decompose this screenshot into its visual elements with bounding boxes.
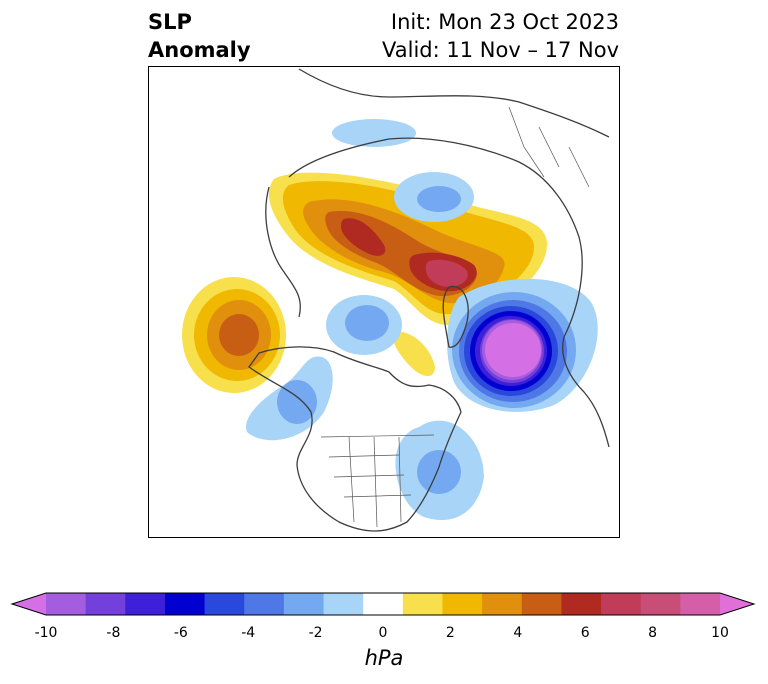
- north-america-coast: [248, 346, 462, 532]
- colorbar-tick-label: -6: [173, 625, 188, 641]
- positive-anomaly-north-pacific: [182, 277, 286, 393]
- valid-dates: Valid: 11 Nov – 17 Nov: [382, 38, 619, 62]
- colorbar-graphic: [10, 592, 756, 616]
- borders: [320, 106, 590, 528]
- us-canada-border: [320, 434, 435, 438]
- init-date: Init: Mon 23 Oct 2023: [390, 10, 619, 34]
- beringia-coast: [265, 186, 301, 318]
- colorbar-bin: [680, 593, 721, 615]
- colorbar-bin: [363, 593, 404, 615]
- colorbar-bin: [561, 593, 602, 615]
- us-state-lines: [328, 454, 412, 498]
- greenland-coast: [442, 285, 469, 348]
- colorbar-tick-label: -2: [308, 625, 323, 641]
- chart-title-left: SLP Anomaly: [148, 8, 251, 64]
- negative-anomaly-western-canada: [246, 356, 333, 441]
- coastlines: [248, 68, 610, 532]
- colorbar-tick-label: 4: [513, 625, 523, 641]
- colorbar-outline: [10, 592, 756, 616]
- colorbar-bin: [46, 593, 87, 615]
- eurasia-coast: [288, 137, 610, 448]
- chart-title-right: Init: Mon 23 Oct 2023 Valid: 11 Nov – 17…: [382, 8, 619, 64]
- negative-anomaly-north-atlantic: [447, 278, 598, 412]
- colorbar-bin: [85, 593, 126, 615]
- colorbar-bin: [601, 593, 642, 615]
- colorbar-extend-min: [12, 593, 46, 615]
- map-panel: [148, 66, 620, 538]
- asia-north-coast: [298, 68, 610, 138]
- colorbar-tick-label: 10: [711, 625, 729, 641]
- title-type: Anomaly: [148, 38, 251, 62]
- colorbar-bin: [283, 593, 325, 615]
- colorbar-bin: [640, 593, 681, 615]
- negative-anomaly-arctic-north: [332, 119, 416, 147]
- map-canvas: [182, 68, 610, 532]
- colorbar-tick-label: -10: [34, 625, 58, 641]
- colorbar-tick-label: 6: [580, 625, 590, 641]
- negative-anomaly-arctic-central: [394, 172, 474, 222]
- positive-anomaly-siberia-arctic: [269, 172, 548, 325]
- colorbar-tick-label: -4: [241, 625, 256, 641]
- us-state-lines-vertical: [348, 436, 402, 528]
- colorbar-bin: [402, 593, 443, 615]
- colorbar-tick-label: -8: [106, 625, 121, 641]
- negative-anomaly-eastern-us: [395, 420, 484, 521]
- colorbar-tick-label: 2: [445, 625, 455, 641]
- title-variable: SLP: [148, 10, 192, 34]
- colorbar-bin: [204, 593, 245, 615]
- colorbar-tick-label: 0: [378, 625, 388, 641]
- asia-borders: [508, 106, 590, 188]
- colorbar-unit-label: hPa: [364, 646, 404, 670]
- colorbar-bin: [442, 593, 483, 615]
- colorbar-tick-label: 8: [648, 625, 658, 641]
- colorbar-bin: [521, 593, 562, 615]
- positive-anomaly-hudson-bay: [392, 331, 435, 376]
- colorbar-bin: [482, 593, 523, 615]
- colorbar-bin: [125, 593, 166, 615]
- colorbar-bin: [244, 593, 285, 615]
- colorbar: [10, 590, 756, 624]
- colorbar-bin: [323, 593, 364, 615]
- colorbar-extend-max: [720, 593, 754, 615]
- negative-anomaly-canadian-arctic: [326, 295, 402, 355]
- colorbar-bin: [164, 593, 206, 615]
